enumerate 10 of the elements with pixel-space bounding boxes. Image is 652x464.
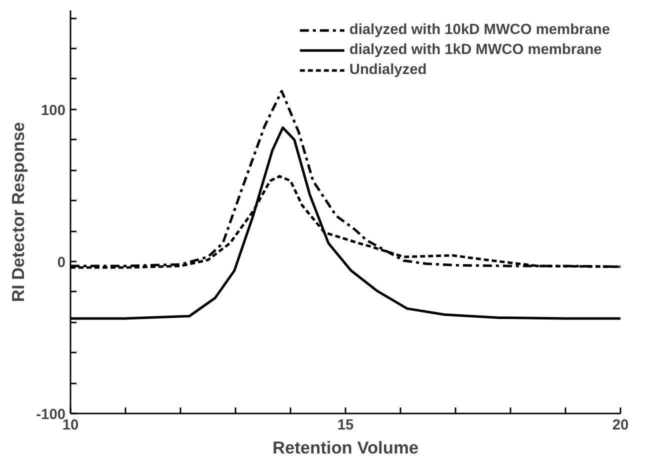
y-axis-title: RI Detector Response	[8, 122, 28, 302]
x-tick-label: 10	[62, 418, 79, 434]
x-tick-label: 20	[612, 418, 629, 434]
legend-label: Undialyzed	[349, 62, 427, 78]
legend-label: dialyzed with 10kD MWCO membrane	[349, 22, 610, 38]
x-tick-label: 15	[337, 418, 354, 434]
y-tick-label: 0	[57, 254, 66, 271]
y-tick-label: 100	[41, 102, 66, 119]
x-axis-title: Retention Volume	[272, 438, 419, 458]
legend-label: dialyzed with 1kD MWCO membrane	[349, 42, 602, 58]
